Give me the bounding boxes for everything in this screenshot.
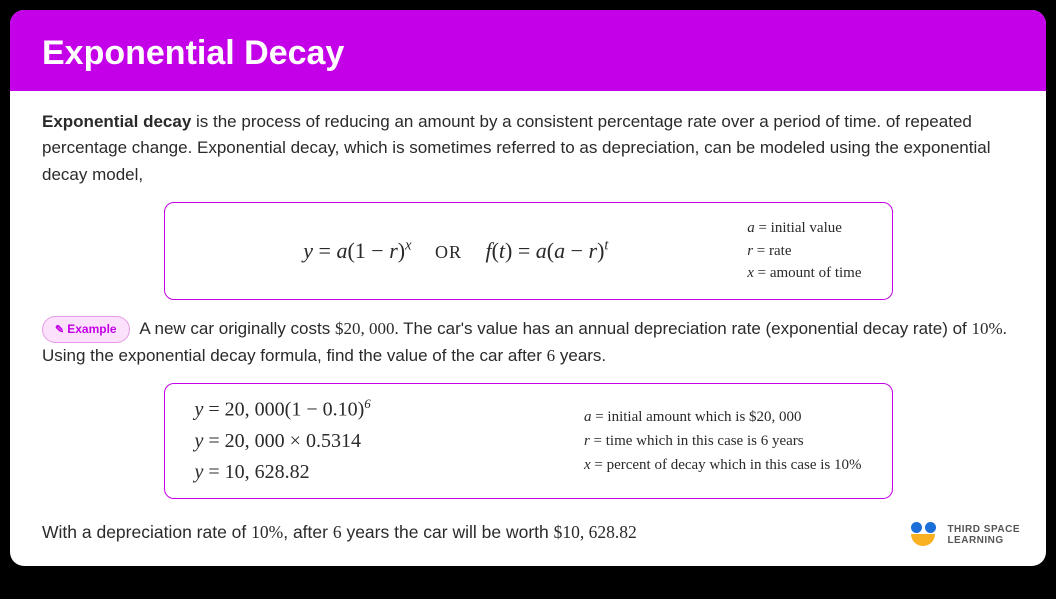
formula-2: f(t) = a(a − r)t: [485, 238, 608, 263]
calc-def-a: a = initial amount which is $20, 000: [584, 405, 862, 429]
calculation-box: y = 20, 000(1 − 0.10)6 y = 20, 000 × 0.5…: [164, 383, 893, 499]
calc-line-3: y = 10, 628.82: [195, 457, 556, 488]
example-paragraph: ✎Example A new car originally costs $20,…: [42, 316, 1014, 369]
pencil-icon: ✎: [55, 324, 64, 336]
calc-line-1: y = 20, 000(1 − 0.10)6: [195, 394, 556, 426]
conclusion-text: With a depreciation rate of 10%, after 6…: [42, 519, 1014, 546]
formula-equations: y = a(1 − r)x OR f(t) = a(a − r)t: [195, 234, 718, 268]
formula-1: y = a(1 − r)x: [303, 238, 411, 263]
calc-definitions: a = initial amount which is $20, 000 r =…: [556, 405, 862, 477]
calc-def-r: r = time which in this case is 6 years: [584, 429, 862, 453]
calc-container: y = 20, 000(1 − 0.10)6 y = 20, 000 × 0.5…: [42, 371, 1014, 511]
example-text-2: The car's value has an annual depreciati…: [399, 319, 972, 338]
example-cost: $20, 000.: [335, 319, 399, 338]
def-a: a = initial value: [747, 217, 861, 240]
example-rate: 10%.: [972, 319, 1007, 338]
calc-def-x: x = percent of decay which in this case …: [584, 453, 862, 477]
example-text-3: Using the exponential decay formula, fin…: [42, 346, 547, 365]
page-title: Exponential Decay: [42, 34, 1014, 73]
calculation-lines: y = 20, 000(1 − 0.10)6 y = 20, 000 × 0.5…: [195, 394, 556, 488]
example-text-1: A new car originally costs: [139, 319, 335, 338]
example-badge: ✎Example: [42, 316, 130, 343]
formula-box: y = a(1 − r)x OR f(t) = a(a − r)t a = in…: [164, 202, 893, 300]
lesson-card: Exponential Decay Exponential decay is t…: [10, 10, 1046, 566]
intro-paragraph: Exponential decay is the process of redu…: [42, 109, 1014, 188]
formula-container: y = a(1 − r)x OR f(t) = a(a − r)t a = in…: [42, 202, 1014, 316]
brand-logo: THIRD SPACE LEARNING: [907, 522, 1020, 548]
calc-line-2: y = 20, 000 × 0.5314: [195, 426, 556, 457]
logo-text: THIRD SPACE LEARNING: [947, 524, 1020, 546]
def-x: x = amount of time: [747, 262, 861, 285]
formula-or: OR: [435, 242, 462, 262]
logo-icon: [907, 522, 941, 548]
example-badge-label: Example: [67, 322, 116, 336]
example-years: 6: [547, 346, 556, 365]
intro-bold: Exponential decay: [42, 112, 191, 131]
card-header: Exponential Decay: [10, 10, 1046, 91]
def-r: r = rate: [747, 240, 861, 263]
formula-definitions: a = initial value r = rate x = amount of…: [717, 217, 861, 285]
card-body: Exponential decay is the process of redu…: [10, 91, 1046, 566]
example-text-4: years.: [555, 346, 606, 365]
